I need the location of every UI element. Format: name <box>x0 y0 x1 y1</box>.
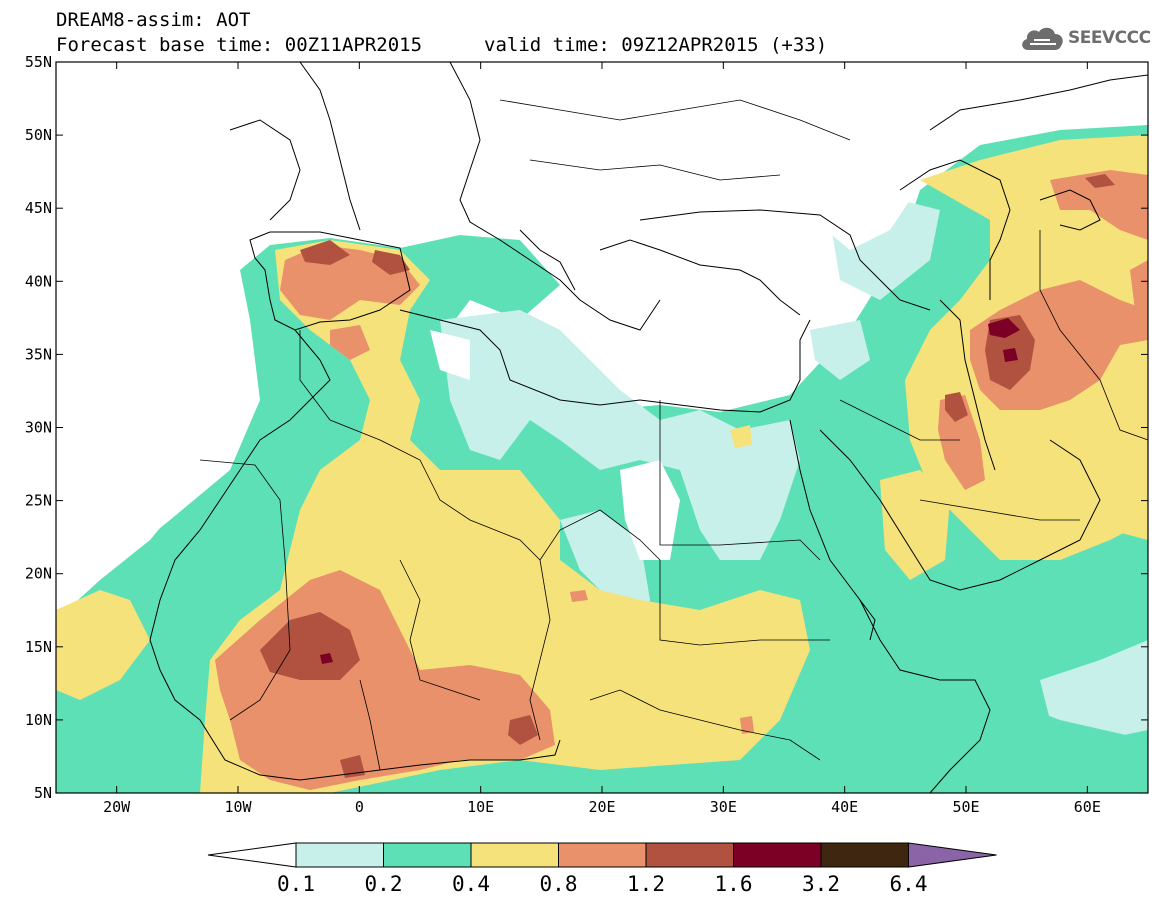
colorbar-boxes <box>207 842 997 868</box>
colorbar-arrow-high <box>908 842 997 868</box>
coastlines <box>149 62 1148 793</box>
colorbar-box <box>558 842 647 868</box>
colorbar-level-label: 0.8 <box>540 872 578 896</box>
longitude-ticks: 20W 10W 0 10E 20E 30E 40E 50E 60E <box>103 62 1101 816</box>
lon-tick-label: 30E <box>710 798 737 816</box>
lon-tick-label: 10W <box>224 798 252 816</box>
product-title: DREAM8-assim: AOT <box>56 9 251 31</box>
forecast-base-time: Forecast base time: 00Z11APR2015 <box>56 34 423 56</box>
colorbar-labels: 0.1 0.2 0.4 0.8 1.2 1.6 3.2 6.4 <box>277 872 927 896</box>
lon-tick-label: 10E <box>467 798 494 816</box>
lat-tick-label: 30N <box>25 419 52 437</box>
colorbar-level-label: 1.2 <box>627 872 665 896</box>
lon-tick-label: 0 <box>355 798 364 816</box>
lon-tick-label: 40E <box>831 798 858 816</box>
lon-tick-label: 60E <box>1074 798 1101 816</box>
country-borders <box>199 99 1148 771</box>
colorbar-box <box>470 842 559 868</box>
lat-tick-label: 10N <box>25 711 52 729</box>
colorbar-level-label: 3.2 <box>802 872 840 896</box>
cloud-icon <box>1022 27 1063 50</box>
lat-tick-label: 20N <box>25 565 52 583</box>
lat-tick-label: 55N <box>25 53 52 71</box>
colorbar-box <box>383 842 472 868</box>
lat-tick-label: 50N <box>25 126 52 144</box>
lat-tick-label: 45N <box>25 199 52 217</box>
lon-tick-label: 20W <box>103 798 131 816</box>
lat-tick-label: 25N <box>25 492 52 510</box>
aot-below-0-1 <box>56 62 1148 793</box>
seevccc-logo: SEEVCCC <box>1020 24 1151 54</box>
aot-contour-1-6 <box>320 318 1020 664</box>
colorbar-level-label: 1.6 <box>715 872 753 896</box>
colorbar-level-label: 0.2 <box>365 872 403 896</box>
colorbar-box <box>733 842 822 868</box>
lon-tick-label: 20E <box>588 798 615 816</box>
lat-tick-label: 15N <box>25 638 52 656</box>
lat-tick-label: 40N <box>25 272 52 290</box>
valid-time: valid time: 09Z12APR2015 (+33) <box>484 34 828 56</box>
colorbar-level-label: 0.4 <box>452 872 490 896</box>
lon-tick-label: 50E <box>952 798 979 816</box>
colorbar-box <box>295 842 384 868</box>
aot-field <box>56 62 1148 793</box>
colorbar-box <box>820 842 909 868</box>
colorbar-box <box>645 842 734 868</box>
lat-tick-label: 5N <box>34 784 52 802</box>
logo-text: SEEVCCC <box>1068 28 1151 48</box>
colorbar-arrow-low <box>207 842 297 868</box>
latitude-ticks: 55N 50N 45N 40N 35N 30N 25N 20N 15N 10N 5N <box>25 53 1148 802</box>
colorbar-level-label: 0.1 <box>277 872 315 896</box>
lat-tick-label: 35N <box>25 345 52 363</box>
colorbar-level-label: 6.4 <box>890 872 928 896</box>
